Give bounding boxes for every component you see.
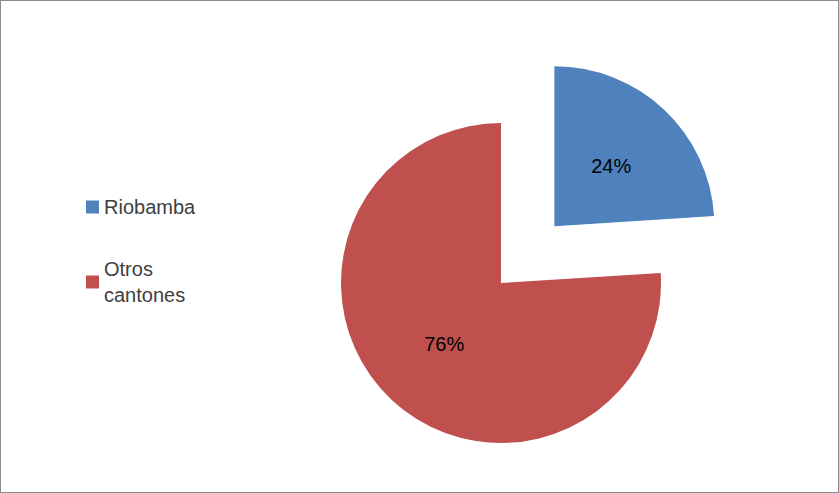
svg-text:cantones: cantones bbox=[104, 284, 185, 306]
svg-text:24%: 24% bbox=[591, 155, 631, 177]
svg-text:Riobamba: Riobamba bbox=[104, 196, 196, 218]
svg-text:Otros: Otros bbox=[104, 258, 158, 280]
svg-text:76%: 76% bbox=[424, 333, 464, 355]
